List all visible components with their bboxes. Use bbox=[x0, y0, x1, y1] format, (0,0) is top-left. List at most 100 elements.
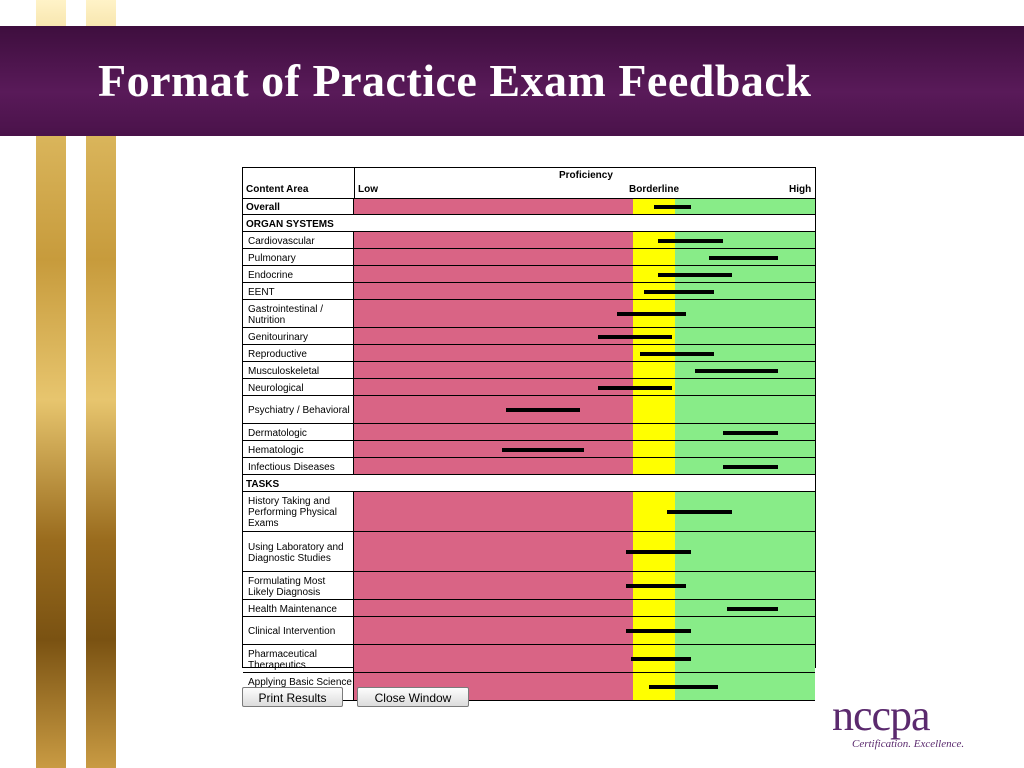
zone-high bbox=[675, 396, 815, 423]
row-label: EENT bbox=[243, 283, 354, 299]
zone-high bbox=[675, 645, 815, 672]
score-range-bar bbox=[653, 205, 691, 209]
table-row: Pharmaceutical Therapeutics bbox=[243, 645, 815, 673]
zone-borderline bbox=[633, 362, 675, 378]
score-range-bar bbox=[625, 629, 691, 633]
table-row: History Taking and Performing Physical E… bbox=[243, 492, 815, 532]
score-range-bar bbox=[708, 255, 779, 260]
score-range-bar bbox=[506, 408, 580, 412]
zone-high bbox=[675, 617, 815, 644]
section-label: TASKS bbox=[246, 478, 280, 490]
zone-low bbox=[354, 362, 633, 378]
print-results-button[interactable]: Print Results bbox=[242, 687, 343, 707]
zone-low bbox=[354, 379, 633, 395]
zone-low bbox=[354, 645, 633, 672]
table-header: Content Area Proficiency Low Borderline … bbox=[243, 168, 815, 199]
zone-high bbox=[675, 300, 815, 327]
zone-low bbox=[354, 283, 633, 299]
logo-tagline: Certification. Excellence. bbox=[852, 738, 965, 750]
feedback-table: Content Area Proficiency Low Borderline … bbox=[242, 167, 816, 701]
zone-high bbox=[675, 283, 815, 299]
slide-title: Format of Practice Exam Feedback bbox=[98, 55, 812, 106]
score-range-bar bbox=[658, 272, 732, 277]
row-label: Reproductive bbox=[243, 345, 354, 361]
score-range-bar bbox=[625, 584, 686, 588]
score-range-bar bbox=[727, 606, 779, 611]
header-divider bbox=[354, 168, 355, 198]
header-borderline: Borderline bbox=[629, 184, 680, 195]
row-label: Health Maintenance bbox=[243, 600, 354, 616]
zone-borderline bbox=[633, 266, 675, 282]
score-range-bar bbox=[616, 312, 686, 316]
zone-high bbox=[675, 266, 815, 282]
table-row: Musculoskeletal bbox=[243, 362, 815, 379]
header-high: High bbox=[789, 184, 812, 195]
row-label: Pulmonary bbox=[243, 249, 354, 265]
score-range-bar bbox=[722, 464, 779, 469]
zone-borderline bbox=[633, 441, 675, 457]
zone-low bbox=[354, 396, 633, 423]
row-label: Hematologic bbox=[243, 441, 354, 457]
section-row: TASKS bbox=[243, 475, 815, 492]
zone-high bbox=[675, 532, 815, 571]
zone-borderline bbox=[633, 424, 675, 440]
row-label: Overall bbox=[243, 199, 354, 214]
score-range-bar bbox=[667, 510, 732, 514]
row-label: Psychiatry / Behavioral bbox=[243, 396, 354, 423]
zone-borderline bbox=[633, 458, 675, 474]
score-range-bar bbox=[722, 430, 779, 435]
section-row: ORGAN SYSTEMS bbox=[243, 215, 815, 232]
table-row: Clinical Intervention bbox=[243, 617, 815, 645]
zone-low bbox=[354, 492, 633, 531]
table-row: EENT bbox=[243, 283, 815, 300]
close-window-button[interactable]: Close Window bbox=[357, 687, 469, 707]
row-label: Cardiovascular bbox=[243, 232, 354, 248]
score-range-bar bbox=[695, 368, 779, 373]
zone-high bbox=[675, 572, 815, 599]
table-row: Cardiovascular bbox=[243, 232, 815, 249]
header-low: Low bbox=[358, 184, 378, 195]
zone-borderline bbox=[633, 232, 675, 248]
zone-high bbox=[675, 345, 815, 361]
row-label: Formulating Most Likely Diagnosis bbox=[243, 572, 354, 599]
table-row: Endocrine bbox=[243, 266, 815, 283]
zone-high bbox=[675, 328, 815, 344]
score-range-bar bbox=[639, 351, 714, 356]
nccpa-logo: nccpa Certification. Excellence. bbox=[830, 690, 1008, 752]
row-label: Using Laboratory and Diagnostic Studies bbox=[243, 532, 354, 571]
row-label: History Taking and Performing Physical E… bbox=[243, 492, 354, 531]
table-row: Neurological bbox=[243, 379, 815, 396]
table-row: Reproductive bbox=[243, 345, 815, 362]
zone-low bbox=[354, 232, 633, 248]
zone-low bbox=[354, 424, 633, 440]
zone-borderline bbox=[633, 249, 675, 265]
table-row: Hematologic bbox=[243, 441, 815, 458]
zone-high bbox=[675, 232, 815, 248]
zone-borderline bbox=[633, 396, 675, 423]
score-range-bar bbox=[501, 447, 585, 452]
score-range-bar bbox=[649, 685, 719, 689]
zone-high bbox=[675, 441, 815, 457]
section-label: ORGAN SYSTEMS bbox=[246, 218, 334, 230]
zone-low bbox=[354, 458, 633, 474]
zone-low bbox=[354, 600, 633, 616]
score-range-bar bbox=[598, 334, 673, 339]
score-range-bar bbox=[644, 289, 714, 294]
zone-borderline bbox=[633, 600, 675, 616]
zone-low bbox=[354, 441, 633, 457]
table-row: Gastrointestinal / Nutrition bbox=[243, 300, 815, 328]
table-row: Formulating Most Likely Diagnosis bbox=[243, 572, 815, 600]
zone-low bbox=[354, 199, 633, 214]
header-content-area: Content Area bbox=[246, 184, 309, 195]
row-label: Dermatologic bbox=[243, 424, 354, 440]
row-label: Endocrine bbox=[243, 266, 354, 282]
table-row: Infectious Diseases bbox=[243, 458, 815, 475]
zone-low bbox=[354, 345, 633, 361]
row-label: Pharmaceutical Therapeutics bbox=[243, 645, 354, 672]
zone-low bbox=[354, 328, 633, 344]
row-label: Genitourinary bbox=[243, 328, 354, 344]
score-range-bar bbox=[625, 550, 691, 554]
zone-high bbox=[675, 379, 815, 395]
row-label: Neurological bbox=[243, 379, 354, 395]
title-banner bbox=[0, 26, 1024, 136]
